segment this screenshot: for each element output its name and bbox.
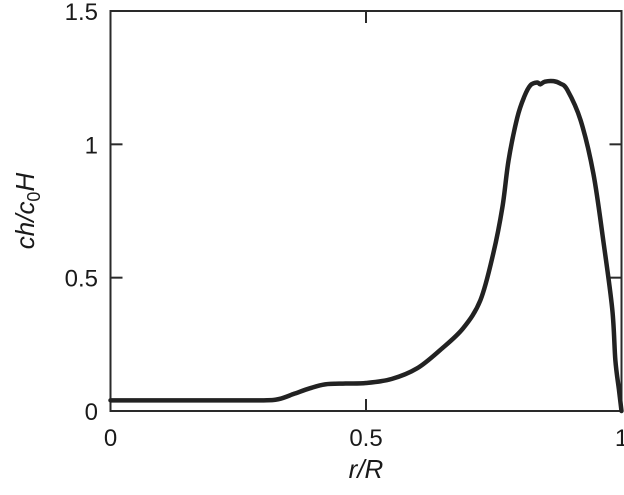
plot-frame — [109, 10, 623, 412]
y-axis-label: ch/c0H — [10, 173, 44, 250]
x-tick-label: 0 — [104, 425, 117, 452]
y-tick-label: 1.5 — [65, 0, 98, 26]
y-tick-label: 0.5 — [65, 266, 98, 293]
y-tick-label: 0 — [85, 399, 98, 426]
series-line — [108, 78, 624, 414]
x-tick-label: 0.5 — [349, 425, 382, 452]
x-tick-label: 1 — [615, 425, 624, 452]
y-tick-label: 1 — [85, 132, 98, 159]
x-axis-label: r/R — [349, 454, 384, 484]
